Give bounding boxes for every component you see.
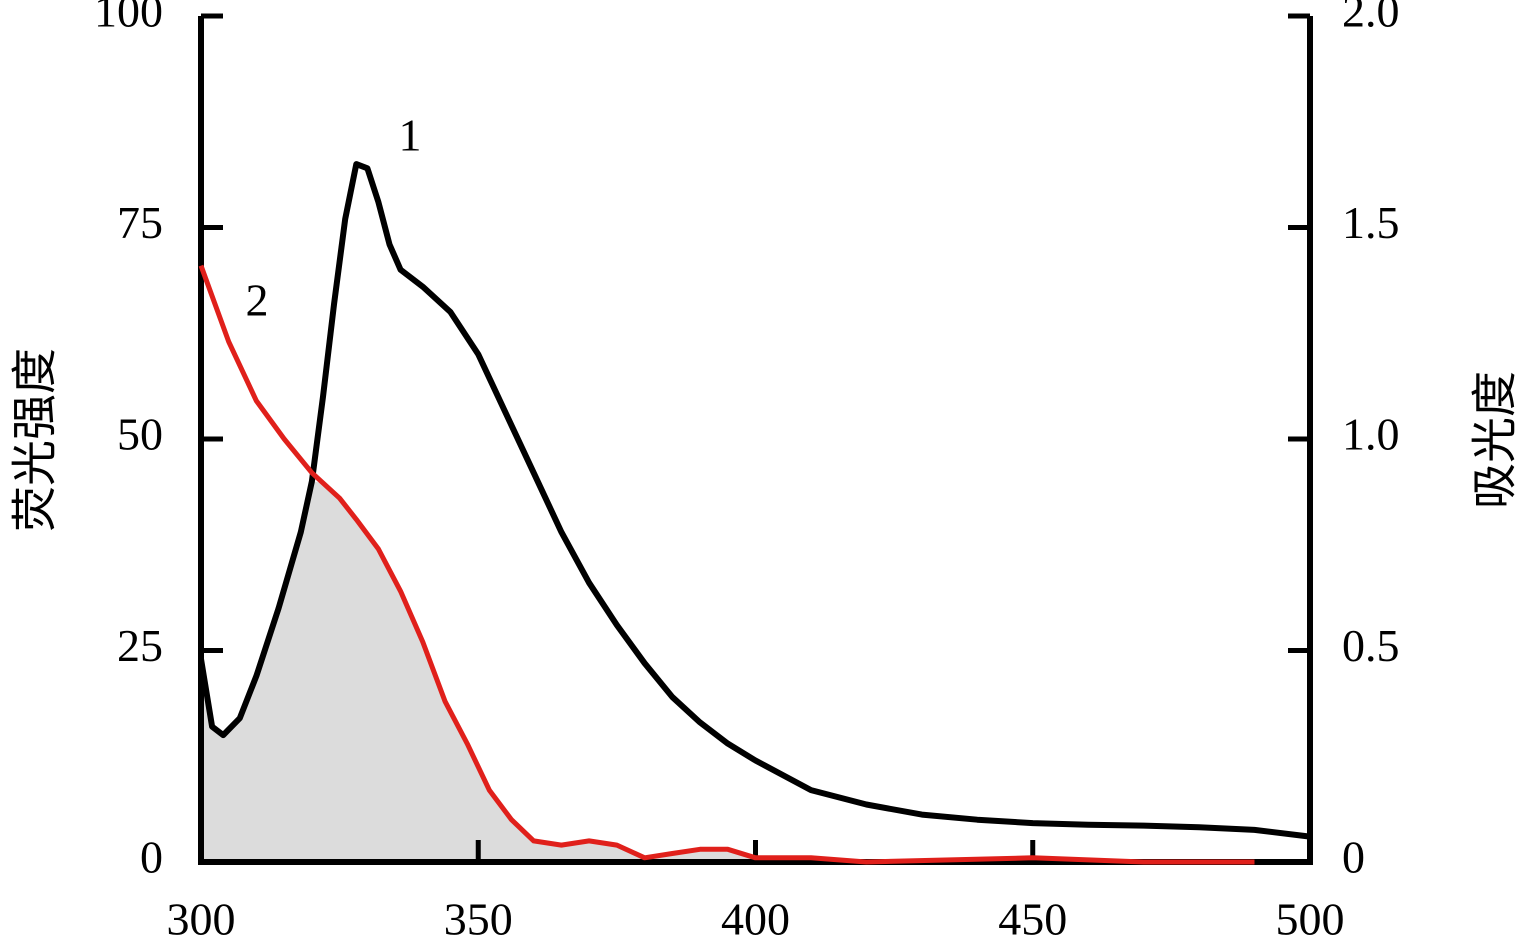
annotation: 1 (399, 110, 422, 161)
y2-tick-label: 0 (1342, 832, 1365, 883)
y-tick-label: 0 (140, 832, 163, 883)
series-line (198, 161, 1311, 840)
overlap-layer (201, 481, 1255, 862)
x-tick-label: 400 (721, 894, 790, 945)
y-tick-label: 75 (117, 197, 163, 248)
y2-tick-label: 0.5 (1342, 620, 1400, 671)
series-line (198, 264, 1255, 865)
y2-axis-title: 吸光度 (1470, 371, 1521, 509)
x-tick-label: 500 (1276, 894, 1345, 945)
overlap-area (201, 481, 1255, 862)
y2-tick-label: 1.0 (1342, 409, 1400, 460)
y-tick-label: 25 (117, 620, 163, 671)
x-tick-label: 300 (167, 894, 236, 945)
x-tick-label: 350 (444, 894, 513, 945)
y-tick-label: 100 (94, 0, 163, 37)
y2-tick-label: 2.0 (1342, 0, 1400, 37)
y-tick-label: 50 (117, 409, 163, 460)
y-axis-title: 荧光强度 (10, 348, 61, 532)
x-tick-label: 450 (998, 894, 1067, 945)
annotation: 2 (246, 275, 269, 326)
y2-tick-label: 1.5 (1342, 197, 1400, 248)
